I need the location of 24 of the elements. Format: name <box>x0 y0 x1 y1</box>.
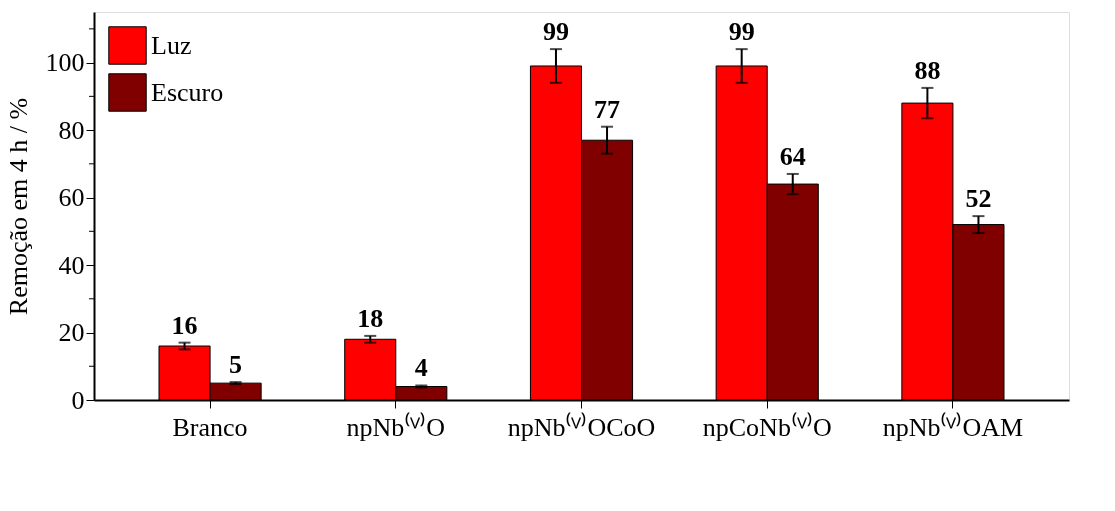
data-label: 64 <box>779 141 806 171</box>
legend-label: Escuro <box>151 77 224 107</box>
legend-label: Luz <box>151 30 192 60</box>
y-tick-label: 60 <box>58 183 85 213</box>
x-tick-label: npCoNb⁽ⱽ⁾O <box>702 411 832 442</box>
data-label: 88 <box>914 55 941 85</box>
y-tick-label: 100 <box>45 48 85 78</box>
data-label: 18 <box>357 303 384 333</box>
data-label: 16 <box>171 310 198 340</box>
x-tick-label: npNb⁽ⱽ⁾OCoO <box>507 411 656 442</box>
y-tick-label: 40 <box>58 250 85 280</box>
x-tick-label: npNb⁽ⱽ⁾OAM <box>882 411 1024 442</box>
data-label: 4 <box>414 353 428 383</box>
data-label: 99 <box>728 17 755 47</box>
data-label: 5 <box>229 350 243 380</box>
y-tick-label: 20 <box>58 318 85 348</box>
data-label: 77 <box>594 94 621 124</box>
y-tick-label: 80 <box>58 115 85 145</box>
y-axis-title: Remoção em 4 h / % <box>3 97 33 316</box>
x-tick-label: npNb⁽ⱽ⁾O <box>346 411 446 442</box>
data-label: 52 <box>965 184 992 214</box>
x-tick-label: Branco <box>172 412 248 442</box>
y-tick-label: 0 <box>71 385 85 415</box>
data-label: 99 <box>542 17 569 47</box>
